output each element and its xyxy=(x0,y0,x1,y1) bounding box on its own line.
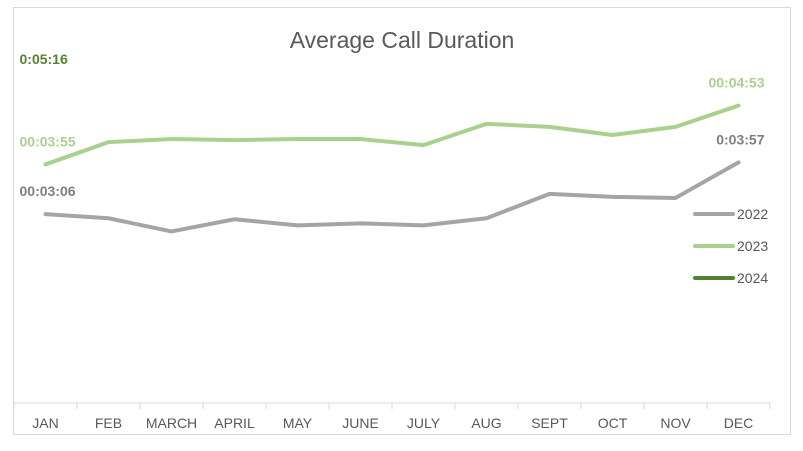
x-tick-label: AUG xyxy=(471,415,501,431)
x-tick-label: FEB xyxy=(95,415,122,431)
legend: 2022 2023 2024 xyxy=(693,206,768,286)
data-labels: 00:03:06 0:03:57 00:03:55 00:04:53 0:05:16 xyxy=(20,51,765,199)
legend-label-2023: 2023 xyxy=(737,238,768,254)
series-group xyxy=(43,103,741,234)
data-label-2023: 00:03:55 xyxy=(20,133,76,149)
x-tick-label: JUNE xyxy=(342,415,379,431)
x-tick-label: SEPT xyxy=(531,415,568,431)
data-label-2022: 0:03:57 xyxy=(716,131,764,147)
chart-area: Average Call Duration JAN FEB MARCH APRIL MA… xyxy=(13,7,791,435)
data-label-2022: 00:03:06 xyxy=(20,183,76,199)
chart-title: Average Call Duration xyxy=(290,27,515,53)
line-chart: Average Call Duration JAN FEB MARCH APRIL MA… xyxy=(14,27,771,431)
x-tick-label: MARCH xyxy=(146,415,197,431)
series-line-2022 xyxy=(43,160,741,234)
x-tick-label: APRIL xyxy=(214,415,255,431)
series-line-2023 xyxy=(43,103,741,167)
data-label-2024: 0:05:16 xyxy=(20,51,68,67)
legend-label-2024: 2024 xyxy=(737,270,768,286)
x-axis: JAN FEB MARCH APRIL MAY JUNE JULY AUG SEPT OCT NOV… xyxy=(14,402,771,431)
legend-label-2022: 2022 xyxy=(737,206,768,222)
x-tick-label: DEC xyxy=(724,415,754,431)
x-tick-label: OCT xyxy=(598,415,628,431)
x-tick-label: MAY xyxy=(283,415,313,431)
data-label-2023: 00:04:53 xyxy=(708,75,764,91)
x-tick-label: JULY xyxy=(407,415,441,431)
x-tick-label: JAN xyxy=(32,415,58,431)
x-tick-label: NOV xyxy=(660,415,691,431)
